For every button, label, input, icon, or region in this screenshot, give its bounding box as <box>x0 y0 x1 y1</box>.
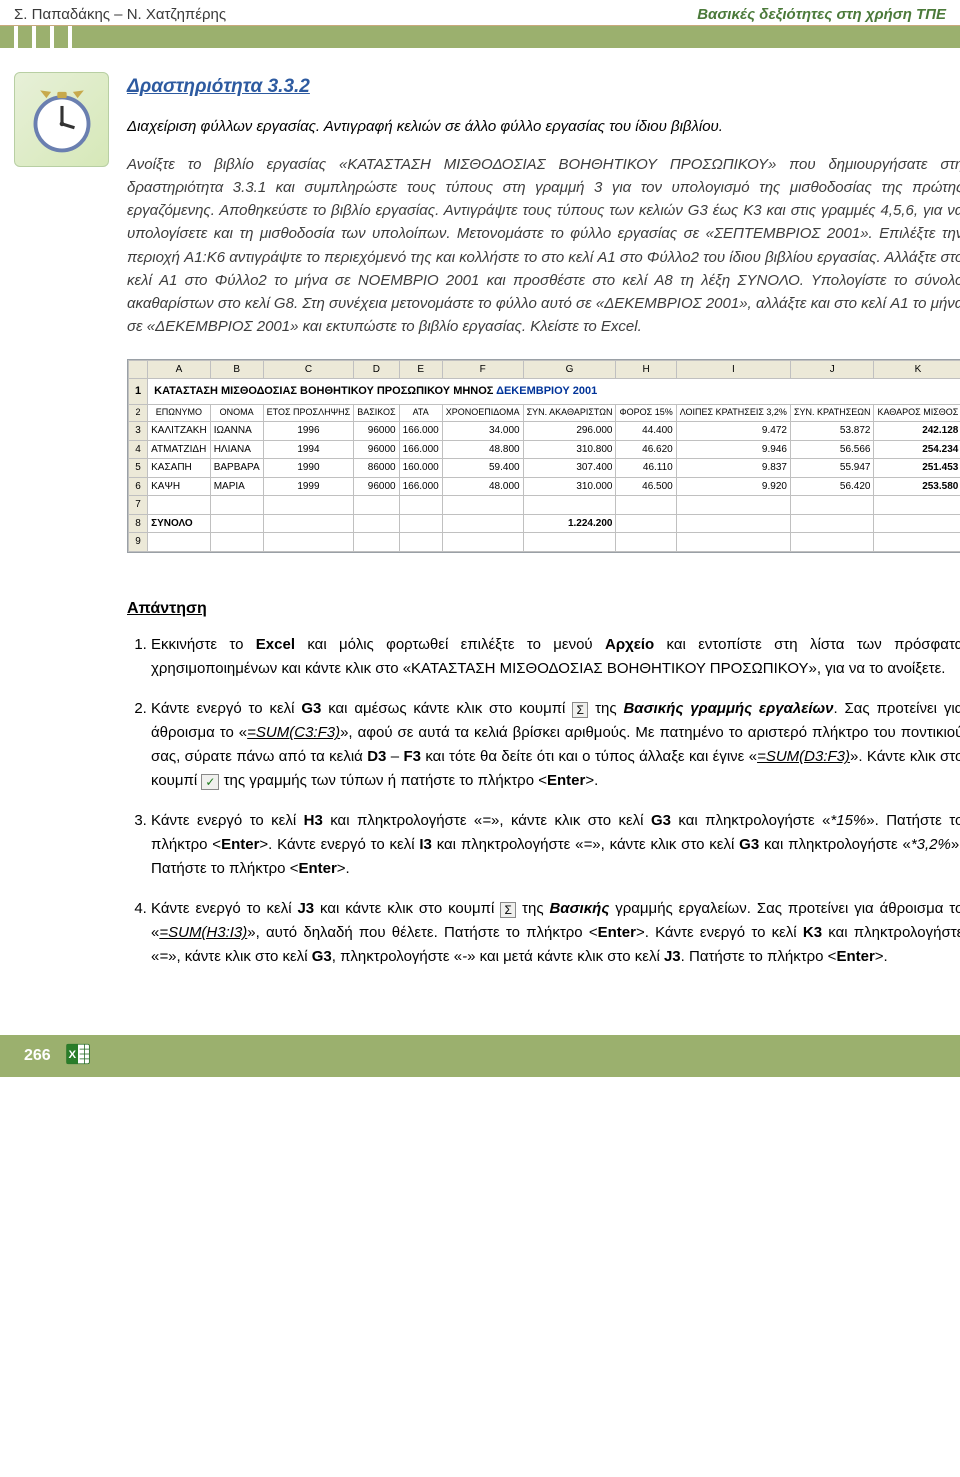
activity-title: Δραστηριότητα 3.3.2 <box>127 72 960 101</box>
col-header: F <box>442 360 523 379</box>
header-left: Σ. Παπαδάκης – Ν. Χατζηπέρης <box>14 6 226 23</box>
left-column <box>14 72 109 985</box>
page-footer: 266 X <box>0 1035 960 1077</box>
header-accent-row <box>0 26 960 48</box>
col-header: A <box>148 360 211 379</box>
document-body: Δραστηριότητα 3.3.2 Διαχείριση φύλλων ερ… <box>127 72 960 985</box>
excel-icon: X <box>65 1041 91 1071</box>
activity-instructions: Ανοίξτε το βιβλίο εργασίας «ΚΑΤΑΣΤΑΣΗ ΜΙ… <box>127 153 960 339</box>
col-header: D <box>354 360 399 379</box>
col-header: G <box>523 360 616 379</box>
answer-list: Εκκινήστε το Excel και μόλις φορτωθεί επ… <box>127 633 960 969</box>
col-header: K <box>874 360 960 379</box>
answer-item: Κάντε ενεργό το κελί J3 και κάντε κλικ σ… <box>151 897 960 969</box>
col-header: J <box>790 360 874 379</box>
page-header: Σ. Παπαδάκης – Ν. Χατζηπέρης Βασικές δεξ… <box>0 0 960 26</box>
answer-section: Απάντηση Εκκινήστε το Excel και μόλις φο… <box>127 597 960 970</box>
col-header: I <box>676 360 790 379</box>
col-header: E <box>399 360 442 379</box>
svg-text:X: X <box>68 1050 76 1062</box>
answer-item: Κάντε ενεργό το κελί H3 και πληκτρολογήσ… <box>151 809 960 881</box>
col-header: B <box>210 360 263 379</box>
answer-item: Εκκινήστε το Excel και μόλις φορτωθεί επ… <box>151 633 960 681</box>
sum-icon: Σ <box>572 702 588 718</box>
col-header: C <box>263 360 354 379</box>
spreadsheet-table: ABCDEFGHIJK1ΚΑΤΑΣΤΑΣΗ ΜΙΣΘΟΔΟΣΙΑΣ ΒΟΗΘΗΤ… <box>128 360 960 552</box>
answer-item: Κάντε ενεργό το κελί G3 και αμέσως κάντε… <box>151 697 960 793</box>
col-header: H <box>616 360 676 379</box>
activity-description: Διαχείριση φύλλων εργασίας. Αντιγραφή κε… <box>127 115 960 138</box>
answer-title: Απάντηση <box>127 597 960 622</box>
clock-icon <box>14 72 109 167</box>
page-number: 266 <box>24 1047 51 1065</box>
confirm-icon: ✓ <box>201 774 219 790</box>
spreadsheet-screenshot: ABCDEFGHIJK1ΚΑΤΑΣΤΑΣΗ ΜΙΣΘΟΔΟΣΙΑΣ ΒΟΗΘΗΤ… <box>127 359 960 553</box>
main-content: Δραστηριότητα 3.3.2 Διαχείριση φύλλων ερ… <box>0 48 960 1005</box>
sum-icon: Σ <box>500 902 516 918</box>
header-right: Βασικές δεξιότητες στη χρήση ΤΠΕ <box>697 6 946 23</box>
